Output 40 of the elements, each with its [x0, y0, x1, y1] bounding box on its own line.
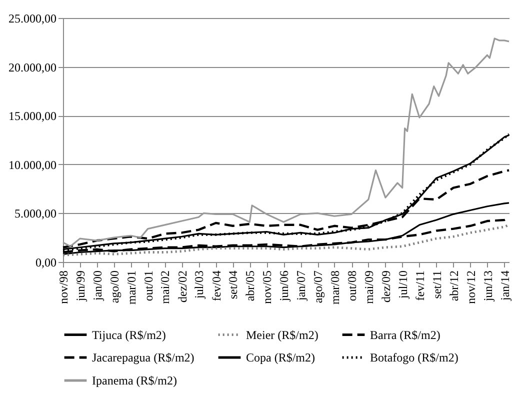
x-tick-label: mai/02 [158, 270, 172, 304]
y-tick-label: 20.000,00 [8, 60, 56, 74]
y-tick-label: 0,00 [36, 256, 56, 270]
legend-label: Tijuca (R$/m2) [92, 328, 166, 342]
x-tick-label: ago/00 [107, 270, 122, 304]
x-tick-label: jan/07 [294, 270, 308, 302]
x-tick-label: jan/14 [498, 270, 512, 302]
y-tick-label: 5.000,00 [14, 206, 56, 221]
x-tick-label: jul/10 [396, 270, 410, 300]
x-tick-label: jun/06 [277, 270, 292, 302]
x-tick-label: set/11 [430, 270, 444, 299]
y-tick-label: 25.000,00 [8, 12, 56, 26]
x-tick-label: ago/07 [311, 270, 326, 304]
x-tick-label: nov/98 [56, 270, 70, 304]
x-tick-label: jan/00 [90, 270, 104, 302]
x-tick-label: fev/04 [209, 270, 224, 302]
x-tick-label: jun/13 [480, 270, 495, 302]
x-tick-label: jun/99 [73, 270, 88, 302]
legend-label: Barra (R$/m2) [370, 328, 440, 342]
x-tick-label: abr/05 [243, 270, 258, 302]
legend-label: Ipanema (R$/m2) [92, 374, 177, 388]
x-tick-label: out/08 [345, 270, 360, 302]
x-tick-label: nov/05 [260, 270, 274, 304]
legend-label: Jacarepagua (R$/m2) [92, 350, 194, 364]
legend-label: Meier (R$/m2) [246, 328, 318, 342]
x-tick-label: abr/12 [446, 270, 461, 302]
x-tick-label: dez/02 [175, 270, 190, 302]
x-tick-label: dez/09 [378, 270, 393, 302]
y-tick-label: 15.000,00 [8, 109, 56, 124]
legend-label: Botafogo (R$/m2) [370, 350, 458, 364]
x-tick-label: mar/08 [328, 270, 342, 304]
x-tick-label: nov/12 [464, 270, 478, 304]
x-tick-label: jul/03 [192, 270, 206, 300]
x-tick-label: mar/01 [124, 270, 138, 304]
x-tick-label: set/04 [226, 270, 240, 300]
x-tick-label: out/01 [141, 270, 156, 302]
x-tick-label: mai/09 [362, 270, 376, 304]
legend-label: Copa (R$/m2) [246, 350, 315, 364]
x-tick-label: fev/11 [412, 270, 427, 301]
y-tick-label: 10.000,00 [8, 158, 56, 172]
